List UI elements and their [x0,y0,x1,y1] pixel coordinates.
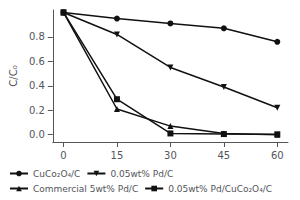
svg-text:Commercial 5wt% Pd/C: Commercial 5wt% Pd/C [33,184,138,194]
svg-text:0.05wt% Pd/C: 0.05wt% Pd/C [110,169,173,179]
svg-text:15: 15 [111,150,124,161]
svg-text:60: 60 [271,150,284,161]
svg-text:0.2: 0.2 [29,105,45,116]
svg-text:45: 45 [217,150,230,161]
svg-text:0.05wt% Pd/CuCo₂O₄/C: 0.05wt% Pd/CuCo₂O₄/C [168,184,272,194]
svg-text:0.4: 0.4 [29,80,45,91]
svg-text:0.0: 0.0 [29,129,45,140]
svg-text:0.8: 0.8 [29,31,45,42]
svg-text:30: 30 [164,150,177,161]
svg-text:0.6: 0.6 [29,56,45,67]
svg-text:0: 0 [60,150,66,161]
svg-text:CuCo₂O₄/C: CuCo₂O₄/C [33,169,80,179]
svg-text:C/C₀: C/C₀ [8,65,19,86]
